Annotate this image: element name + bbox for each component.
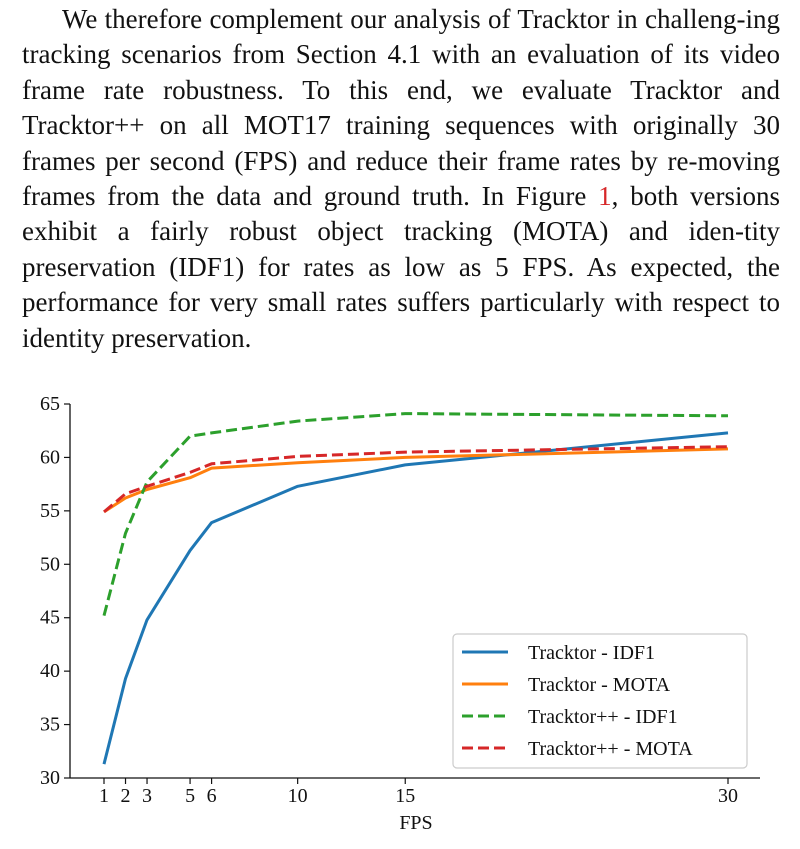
x-tick-label: 6 bbox=[207, 785, 217, 807]
series-line-1 bbox=[102, 431, 729, 765]
y-tick-label: 60 bbox=[40, 446, 60, 468]
x-tick-label: 1 bbox=[99, 785, 109, 807]
x-tick-label: 2 bbox=[121, 785, 131, 807]
x-tick-label: 30 bbox=[718, 785, 738, 807]
y-tick-label: 40 bbox=[40, 660, 60, 682]
x-axis-label: FPS bbox=[399, 812, 432, 834]
y-tick-label: 35 bbox=[40, 714, 60, 736]
body-paragraph: We therefore complement our analysis of … bbox=[22, 2, 780, 356]
y-tick-label: 50 bbox=[40, 553, 60, 575]
series-line-2 bbox=[103, 447, 729, 514]
x-tick-label: 15 bbox=[395, 785, 415, 807]
legend-box bbox=[452, 633, 748, 769]
x-tick-label: 5 bbox=[185, 785, 195, 807]
figure-reference-link[interactable]: 1 bbox=[598, 181, 612, 212]
legend-label: Tracktor++ - IDF1 bbox=[528, 706, 678, 728]
paragraph-text-2: , both versions exhibit a fairly robust … bbox=[22, 181, 780, 353]
y-tick-label: 30 bbox=[40, 767, 60, 789]
y-tick-label: 65 bbox=[40, 393, 60, 415]
chart-series-lines bbox=[102, 412, 729, 765]
series-line-3 bbox=[102, 412, 729, 616]
y-tick-label: 55 bbox=[40, 500, 60, 522]
paragraph-text-1: We therefore complement our analysis of … bbox=[22, 4, 780, 212]
y-tick-label: 45 bbox=[40, 607, 60, 629]
x-tick-label: 3 bbox=[142, 785, 152, 807]
legend-label: Tracktor - MOTA bbox=[528, 674, 671, 696]
legend-label: Tracktor - IDF1 bbox=[528, 642, 655, 664]
chart-legend: Tracktor - IDF1 Tracktor - MOTA Tracktor++… bbox=[452, 633, 748, 769]
x-tick-label: 10 bbox=[288, 785, 308, 807]
legend-label: Tracktor++ - MOTA bbox=[528, 738, 693, 760]
series-line-4 bbox=[103, 445, 729, 514]
